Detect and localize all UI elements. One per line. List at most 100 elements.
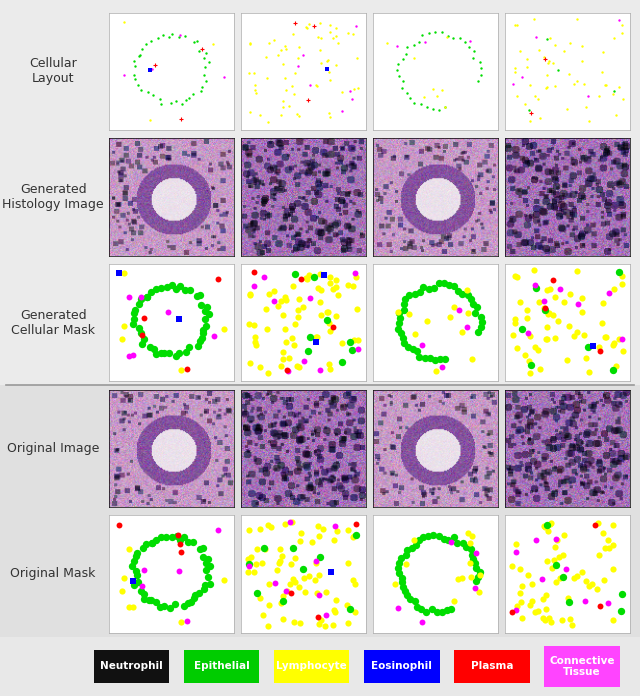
Point (469, 45, 479, 56)
Point (323, 306, 333, 317)
Point (137, 338, 147, 349)
Point (348, 574, 358, 585)
Point (552, 534, 563, 545)
Point (333, 38, 343, 49)
Point (454, 304, 464, 315)
Point (563, 593, 573, 604)
Point (212, 273, 223, 284)
Point (136, 327, 146, 338)
Point (307, 537, 317, 548)
Point (295, 535, 305, 546)
Point (349, 83, 359, 94)
Text: Generated
Cellular Mask: Generated Cellular Mask (11, 308, 95, 337)
Point (179, 532, 189, 543)
Point (597, 317, 607, 329)
Point (166, 97, 177, 108)
Point (533, 93, 543, 104)
Point (163, 307, 173, 318)
Point (572, 265, 582, 276)
Point (608, 519, 618, 530)
Point (425, 353, 435, 364)
Point (402, 590, 412, 601)
Point (398, 53, 408, 64)
Point (415, 286, 425, 297)
Point (269, 295, 279, 306)
Point (558, 571, 568, 583)
Point (525, 116, 535, 127)
Point (460, 37, 470, 48)
Point (212, 525, 223, 536)
Point (544, 307, 554, 318)
Point (128, 576, 138, 587)
Point (527, 578, 537, 590)
Point (543, 525, 553, 536)
Point (139, 593, 149, 604)
Point (449, 531, 460, 542)
Point (476, 69, 486, 80)
Point (564, 289, 575, 300)
Point (128, 601, 138, 612)
Point (131, 565, 141, 576)
Point (305, 292, 315, 303)
Point (311, 556, 321, 567)
Point (609, 283, 620, 294)
Point (196, 86, 206, 97)
Point (404, 594, 415, 605)
Point (392, 307, 403, 318)
Point (262, 520, 273, 531)
Point (440, 102, 450, 113)
Point (264, 289, 275, 300)
Point (171, 283, 181, 294)
Point (535, 364, 545, 375)
Point (196, 299, 206, 310)
Point (332, 59, 342, 70)
Point (282, 364, 292, 375)
Point (255, 523, 265, 534)
Point (403, 341, 413, 352)
Point (200, 320, 211, 331)
Point (512, 271, 522, 282)
Point (406, 542, 417, 553)
Point (461, 285, 472, 296)
Point (315, 364, 325, 375)
Point (572, 571, 582, 582)
Point (296, 528, 307, 539)
Point (472, 302, 482, 313)
Point (149, 343, 159, 354)
Point (201, 557, 211, 569)
Point (134, 51, 145, 62)
Point (261, 324, 271, 335)
Point (199, 583, 209, 594)
Point (119, 16, 129, 27)
Point (345, 603, 355, 615)
Point (564, 320, 575, 331)
Point (550, 40, 560, 51)
Point (294, 582, 305, 593)
Point (541, 70, 552, 81)
Point (129, 70, 140, 81)
Point (278, 590, 289, 601)
Point (167, 28, 177, 39)
Point (351, 529, 361, 540)
Point (259, 271, 269, 283)
Point (580, 353, 591, 364)
Point (534, 296, 544, 307)
Point (617, 19, 627, 31)
Point (532, 606, 543, 617)
Point (311, 331, 321, 342)
Point (200, 48, 211, 59)
Point (410, 539, 420, 551)
Point (393, 323, 403, 334)
Point (184, 93, 194, 104)
Point (511, 546, 521, 557)
Point (174, 347, 184, 358)
Text: Epithelial: Epithelial (194, 661, 250, 672)
Point (608, 563, 618, 574)
Point (429, 283, 439, 294)
Point (545, 284, 555, 295)
Point (591, 583, 602, 594)
Point (326, 567, 336, 578)
Point (457, 326, 467, 338)
Point (281, 336, 291, 347)
Point (194, 45, 204, 56)
